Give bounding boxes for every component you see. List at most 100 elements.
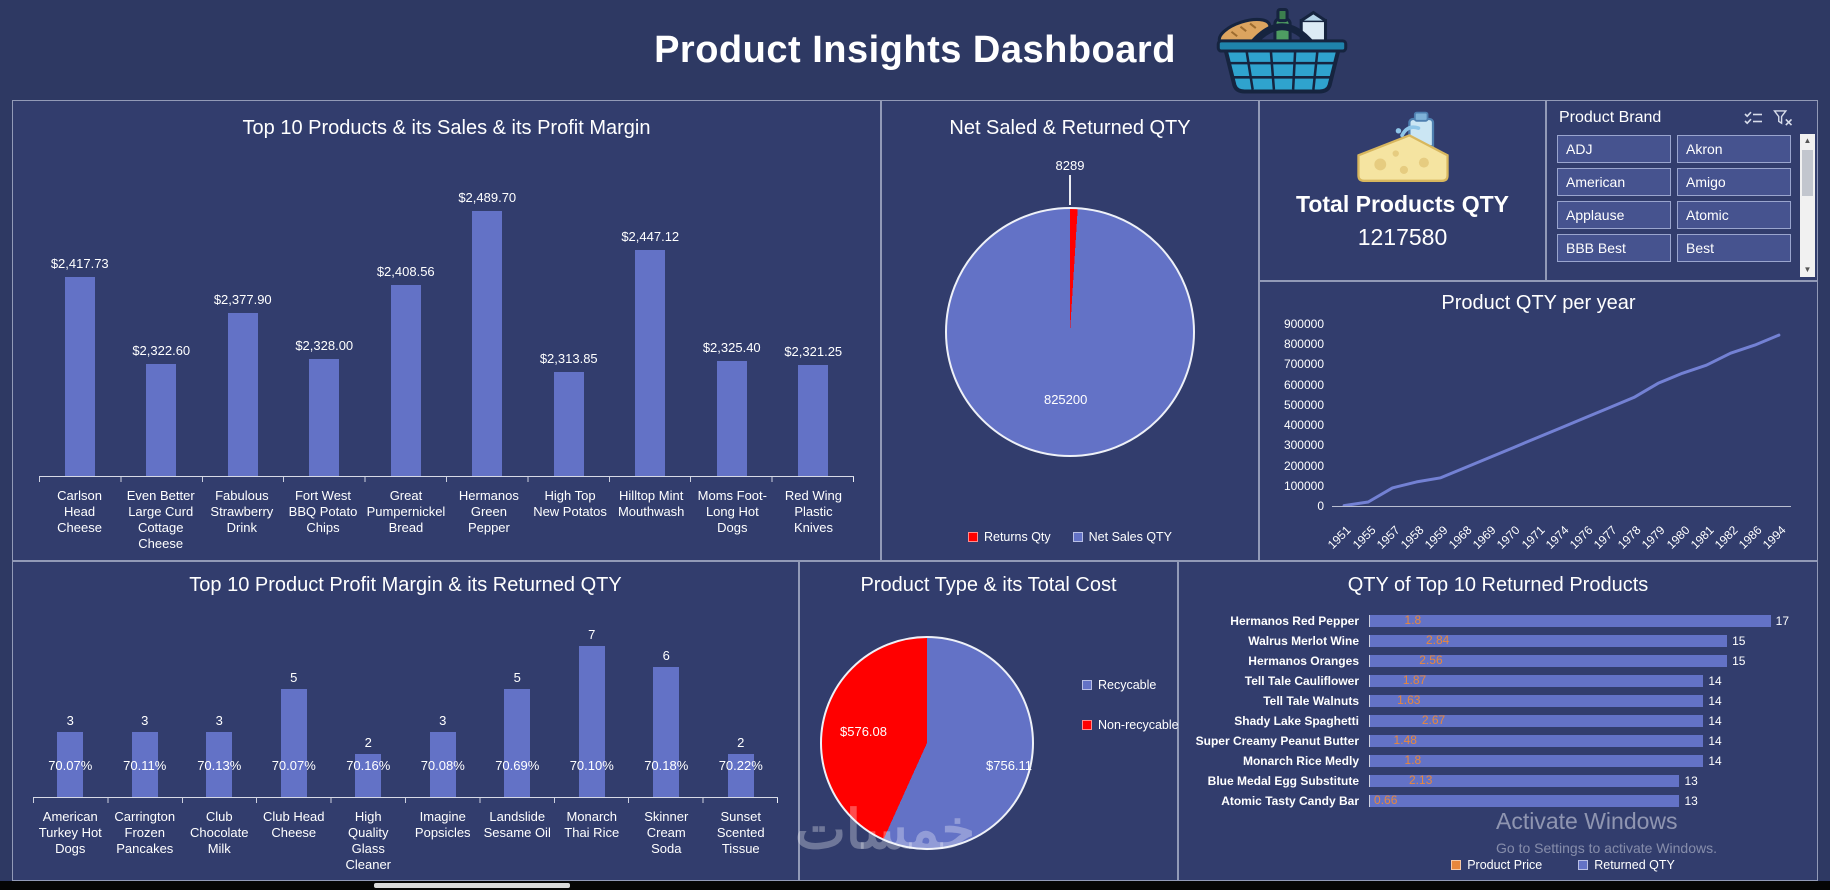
- y-axis-tick-label: 200000: [1283, 458, 1324, 473]
- product-price-label: 1.87: [1402, 673, 1427, 687]
- bar: [798, 365, 829, 476]
- panel-total-qty: Total Products QTY 1217580: [1259, 100, 1546, 281]
- slicer-item[interactable]: Akron: [1677, 135, 1791, 163]
- bar-value-label: $2,447.12: [621, 229, 680, 244]
- bar: [635, 250, 666, 476]
- scroll-down-arrow[interactable]: ▼: [1800, 263, 1815, 277]
- y-axis-tick-label: 500000: [1283, 397, 1324, 412]
- bar-column: 5 70.69%: [480, 625, 555, 797]
- bar-percent-label: 70.07%: [48, 758, 93, 773]
- bar-value-label: 5: [290, 670, 298, 685]
- line-plot-area: [1332, 325, 1791, 508]
- bar: [716, 361, 747, 476]
- returned-qty-value: 13: [1684, 774, 1698, 788]
- bar-value-label: 3: [439, 713, 447, 728]
- legend-item: Returned QTY: [1578, 858, 1675, 872]
- horizontal-scrollbar-thumb[interactable]: [374, 883, 570, 888]
- legend-label: Recycable: [1098, 678, 1157, 692]
- legend-label: Returns Qty: [983, 530, 1051, 544]
- bar-category-label: Great Pumpernickel Bread: [366, 488, 446, 535]
- scroll-thumb[interactable]: [1802, 150, 1813, 196]
- slicer-scrollbar[interactable]: ▲ ▼: [1800, 134, 1815, 277]
- returned-qty-value: 14: [1708, 734, 1722, 748]
- hbar-track: 14 1.87: [1369, 673, 1789, 688]
- hbar-category-label: Tell Tale Walnuts: [1263, 694, 1359, 708]
- bar-value-label: 5: [513, 670, 521, 685]
- bar-percent-label: 70.07%: [271, 758, 316, 773]
- bar-value-label: 2: [364, 735, 372, 750]
- legend-swatch: [967, 532, 978, 542]
- hbar-category-label: Tell Tale Cauliflower: [1244, 674, 1359, 688]
- bottom-taskbar-strip: [0, 881, 1830, 890]
- slicer-item[interactable]: Atomic: [1677, 201, 1791, 229]
- hbar-track: 17 1.8: [1369, 613, 1789, 628]
- bar-column: 3 70.07%: [33, 625, 108, 797]
- panel-net-pie: Net Saled & Returned QTY 8289 825200 Ret…: [881, 100, 1259, 561]
- bar-percent-label: 70.08%: [420, 758, 465, 773]
- returned-qty-value: 14: [1708, 694, 1722, 708]
- net-sales-returns-pie: [945, 207, 1195, 457]
- bar: [472, 211, 503, 476]
- bar-category-label: Fort West BBQ Potato Chips: [288, 488, 358, 535]
- top-products-bar-chart: $2,417.73 $2,322.60 $2,377.90 $2,328.00 $2,4…: [13, 184, 880, 551]
- legend-item: Net Sales QTY: [1072, 530, 1172, 544]
- legend-swatch: [1578, 860, 1589, 870]
- returned-qty-bar: [1370, 675, 1704, 687]
- bar-percent-label: 70.22%: [718, 758, 763, 773]
- hbar-row: Monarch Rice Medly 14 1.8: [1187, 751, 1789, 771]
- slicer-item[interactable]: American: [1557, 168, 1671, 196]
- hbar-category-label: Blue Medal Egg Substitute: [1207, 774, 1359, 788]
- y-axis-tick-label: 800000: [1283, 337, 1324, 352]
- returned-qty-bar: [1370, 755, 1704, 767]
- product-price-label: 0.66: [1374, 793, 1398, 807]
- multi-select-icon[interactable]: [1743, 110, 1763, 126]
- chart-title: Top 10 Product Profit Margin & its Retur…: [189, 574, 622, 596]
- legend-item: Non-recycable: [1082, 718, 1179, 732]
- bar-category-label: Club Chocolate Milk: [189, 809, 249, 856]
- bar-value-label: 3: [141, 713, 149, 728]
- chart-title: Net Saled & Returned QTY: [949, 117, 1191, 139]
- panel-returned-products-chart: QTY of Top 10 Returned Products Hermanos…: [1178, 561, 1818, 881]
- bar-percent-label: 70.16%: [346, 758, 391, 773]
- bar-value-label: $2,328.00: [295, 338, 354, 353]
- bar-column: 5 70.07%: [257, 625, 332, 797]
- hbar-track: 15 2.84: [1369, 633, 1789, 648]
- bar-column: 7 70.10%: [555, 625, 630, 797]
- slicer-item[interactable]: ADJ: [1557, 135, 1671, 163]
- bar-column: $2,377.90: [202, 184, 284, 476]
- activate-windows-subtext: Go to Settings to activate Windows.: [1496, 840, 1717, 856]
- bar-column: $2,328.00: [284, 184, 366, 476]
- hbar-row: Hermanos Red Pepper 17 1.8: [1187, 611, 1789, 631]
- bar-category-label: Imagine Popsicles: [414, 809, 471, 840]
- slicer-item[interactable]: BBB Best: [1557, 234, 1671, 262]
- product-price-label: 1.8: [1404, 613, 1422, 627]
- hbar-track: 14 1.63: [1369, 693, 1789, 708]
- slicer-item[interactable]: Applause: [1557, 201, 1671, 229]
- x-axis-ticks: [33, 798, 778, 803]
- bar-column: $2,417.73: [39, 184, 121, 476]
- bar-column: 3 70.11%: [108, 625, 183, 797]
- clear-filter-icon[interactable]: [1773, 109, 1793, 127]
- slicer-item[interactable]: Best: [1677, 234, 1791, 262]
- legend-item: Recycable: [1082, 678, 1156, 692]
- legend-swatch: [1072, 532, 1083, 542]
- hbar-category-label: Hermanos Red Pepper: [1230, 614, 1359, 628]
- slicer-header: Product Brand: [1547, 101, 1817, 127]
- bar-category-label: Fabulous Strawberry Drink: [210, 488, 274, 535]
- scroll-up-arrow[interactable]: ▲: [1800, 134, 1815, 148]
- returned-qty-value: 14: [1708, 754, 1722, 768]
- bar-column: $2,447.12: [610, 184, 692, 476]
- bar-column: $2,321.25: [773, 184, 855, 476]
- bar-percent-label: 70.69%: [495, 758, 540, 773]
- slicer-item[interactable]: Amigo: [1677, 168, 1791, 196]
- cheese-icon: [1356, 111, 1449, 182]
- panel-type-cost-pie: Product Type & its Total Cost $576.08 $7…: [799, 561, 1179, 881]
- returned-qty-value: 15: [1732, 654, 1746, 668]
- returned-qty-bar: [1370, 695, 1704, 707]
- returned-qty-bar: [1370, 735, 1704, 747]
- net-pie-legend: Returns Qty Net Sales QTY: [882, 530, 1258, 544]
- dashboard-title: Product Insights Dashboard: [654, 29, 1176, 71]
- product-price-label: 1.63: [1397, 693, 1421, 707]
- bar: [146, 364, 177, 476]
- hbar-category-label: Super Creamy Peanut Butter: [1195, 734, 1359, 748]
